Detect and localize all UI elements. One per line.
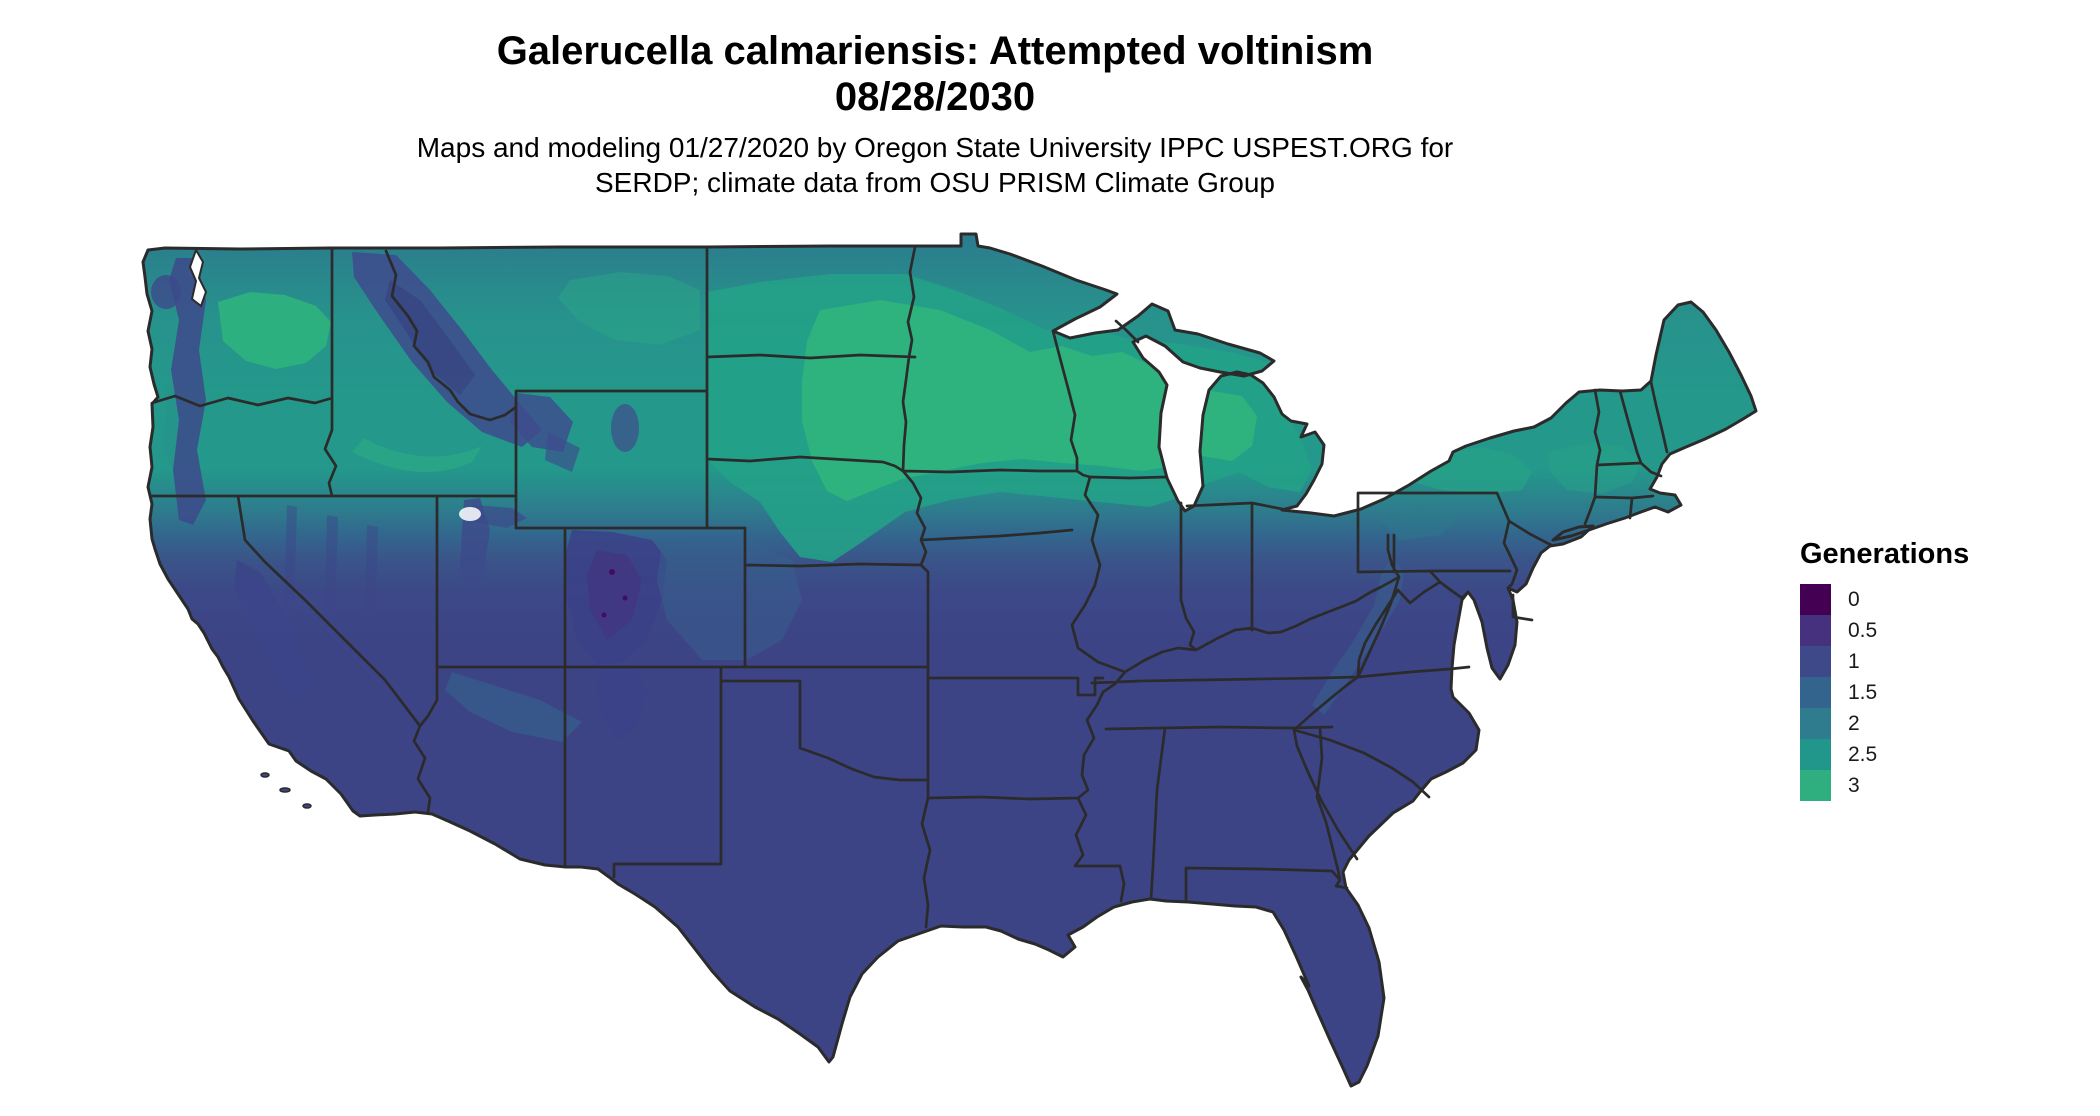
legend-label: 3 bbox=[1848, 774, 1860, 797]
legend-label: 2.5 bbox=[1848, 743, 1878, 766]
map-title: Galerucella calmariensis: Attempted volt… bbox=[496, 29, 1374, 73]
overlay-colorado-purple bbox=[587, 550, 642, 640]
overlay-north-rockies-core bbox=[385, 280, 475, 395]
legend-label: 0.5 bbox=[1848, 619, 1878, 642]
overlay-cascades-dark bbox=[169, 258, 206, 525]
legend-color-swatch bbox=[1800, 708, 1831, 739]
legend-color-swatch bbox=[1800, 615, 1831, 646]
legend-color-swatch bbox=[1800, 584, 1831, 615]
overlay-midwest-green bbox=[802, 300, 1257, 501]
overlay-peak-dot bbox=[601, 612, 607, 618]
legend-item: 0.5 bbox=[1800, 615, 1969, 646]
overlay-bighorn bbox=[611, 404, 639, 452]
legend-item: 2.5 bbox=[1800, 739, 1969, 770]
legend-item: 1 bbox=[1800, 646, 1969, 677]
legend-item: 3 bbox=[1800, 770, 1969, 801]
legend-label: 1.5 bbox=[1848, 681, 1878, 704]
overlay-sierra bbox=[234, 560, 312, 700]
legend-item: 1.5 bbox=[1800, 677, 1969, 708]
overlay-sangre bbox=[597, 665, 647, 740]
legend-color-swatch bbox=[1800, 739, 1831, 770]
legend-title: Generations bbox=[1800, 538, 1970, 570]
legend-label: 1 bbox=[1848, 650, 1860, 673]
title-block: Galerucella calmariensis: Attempted volt… bbox=[0, 28, 1870, 120]
overlay-newengland-patch bbox=[1548, 442, 1642, 494]
map-date: 08/28/2030 bbox=[834, 75, 1036, 119]
overlay-peak-dot bbox=[609, 569, 615, 575]
legend-color-swatch bbox=[1800, 677, 1831, 708]
overlay-nevada-range bbox=[283, 505, 297, 640]
overlay-nevada-range bbox=[324, 515, 338, 650]
subtitle-line-2: SERDP; climate data from OSU PRISM Clima… bbox=[595, 167, 1275, 198]
overlay-pa-ridge bbox=[1380, 510, 1460, 540]
legend-item: 2 bbox=[1800, 708, 1969, 739]
overlay-columbia-basin bbox=[218, 292, 331, 369]
legend-label: 0 bbox=[1848, 588, 1860, 611]
us-map bbox=[141, 232, 1758, 1088]
legend-color-swatch bbox=[1800, 646, 1831, 677]
overlay-nevada-range bbox=[364, 525, 378, 660]
overlay-appalachia-teal bbox=[1312, 557, 1404, 715]
legend: Generations 0 0.5 1 1.5 2 2.5 3 bbox=[1800, 538, 1969, 801]
overlay-windriver bbox=[545, 432, 580, 472]
overlay-peak-dot bbox=[622, 595, 628, 601]
puget-sound bbox=[188, 247, 208, 308]
legend-items: 0 0.5 1 1.5 2 2.5 3 bbox=[1800, 584, 1969, 801]
channel-islands bbox=[260, 772, 312, 809]
legend-item: 0 bbox=[1800, 584, 1969, 615]
great-salt-lake bbox=[459, 507, 481, 521]
state-borders bbox=[149, 245, 1669, 929]
legend-label: 2 bbox=[1848, 712, 1860, 735]
overlay-highplains-steel bbox=[657, 540, 802, 660]
overlay-montana-streaks bbox=[558, 272, 700, 345]
overlay-mogollon-teal bbox=[445, 672, 582, 742]
map-subtitle: Maps and modeling 01/27/2020 by Oregon S… bbox=[0, 130, 1870, 200]
overlay-uinta bbox=[472, 505, 527, 528]
subtitle-line-1: Maps and modeling 01/27/2020 by Oregon S… bbox=[416, 132, 1454, 163]
overlay-snake-plain bbox=[352, 438, 482, 473]
overlay-olympics-dark bbox=[151, 275, 181, 309]
legend-color-swatch bbox=[1800, 770, 1831, 801]
